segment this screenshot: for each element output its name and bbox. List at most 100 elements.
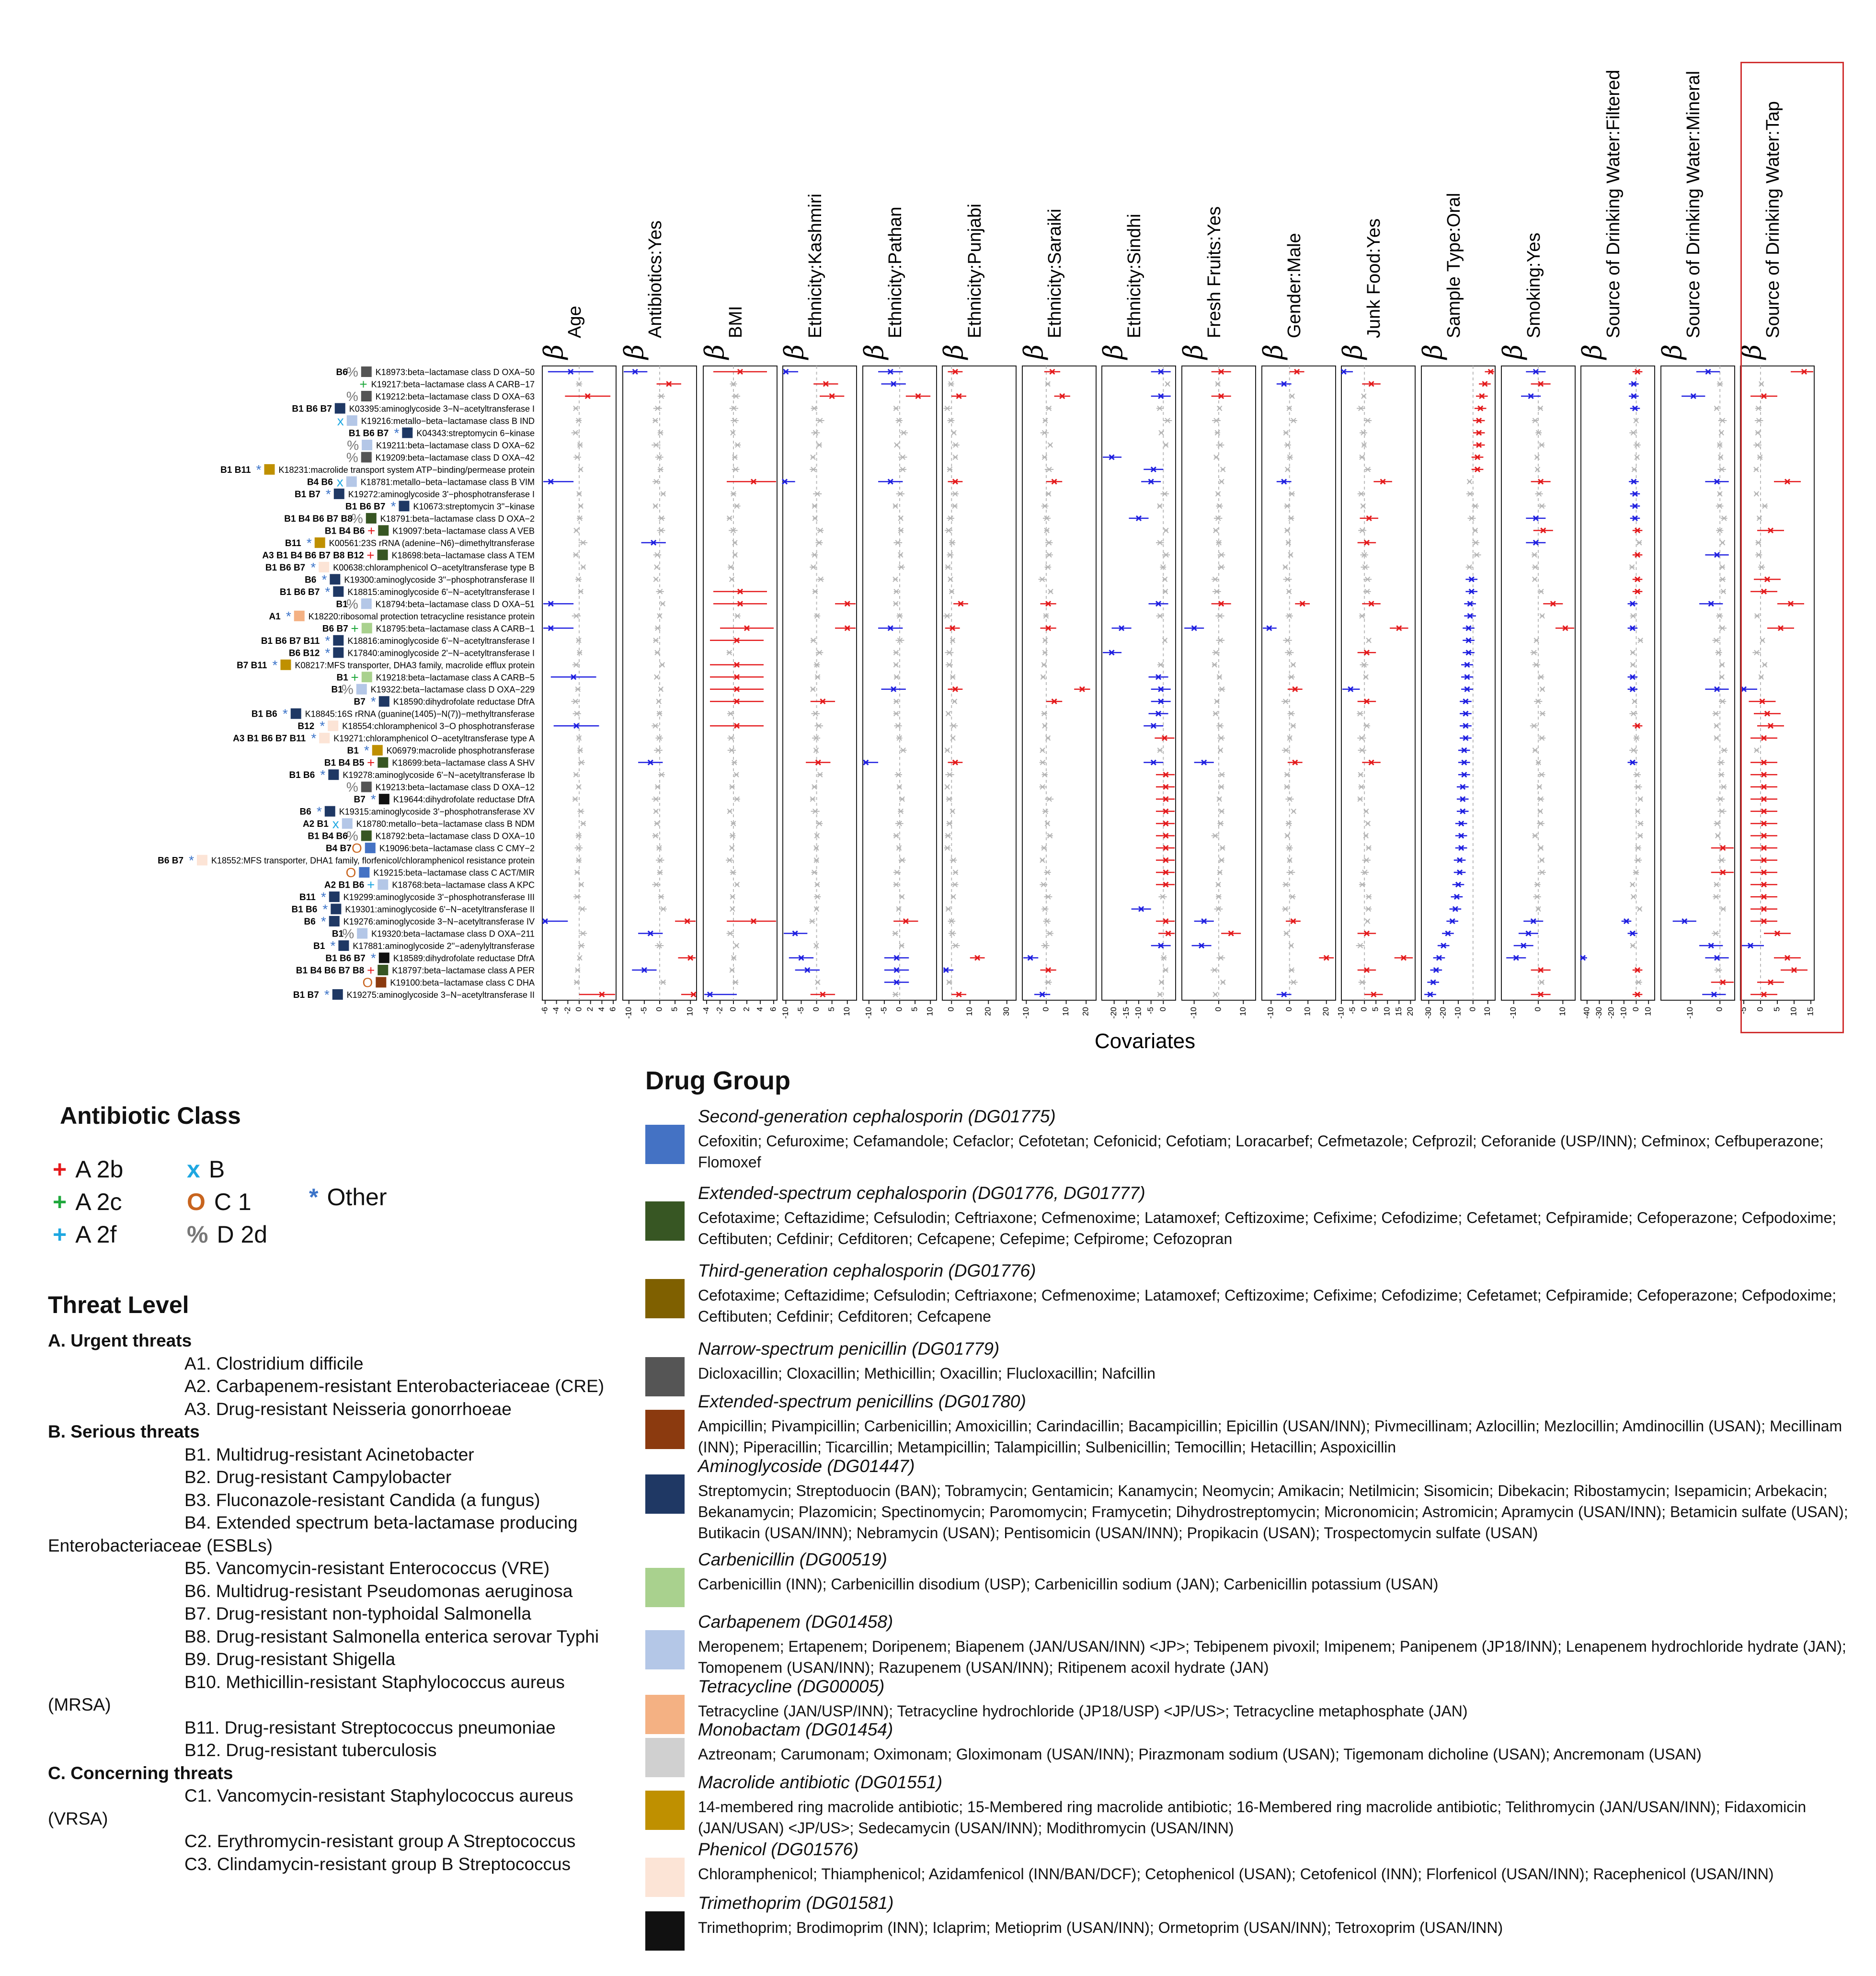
- drug-group-swatch: [331, 903, 342, 914]
- data-point: [577, 747, 583, 753]
- tick-label: 5: [1772, 1007, 1781, 1011]
- data-point: [813, 857, 819, 863]
- data-point: [1155, 601, 1162, 607]
- data-point: [580, 930, 586, 937]
- data-point: [579, 759, 584, 765]
- data-point: [1218, 601, 1224, 607]
- data-point: [946, 796, 952, 802]
- drug-group-swatch: [357, 928, 368, 939]
- data-point: [573, 405, 579, 411]
- data-point: [948, 381, 954, 387]
- data-point: [1458, 833, 1464, 839]
- data-point: [1216, 540, 1222, 546]
- data-point: [1044, 527, 1050, 534]
- drug-group-name: Monobactam (DG01454): [698, 1720, 893, 1739]
- data-point: [844, 601, 850, 607]
- data-point: [1046, 467, 1052, 472]
- data-point: [1282, 906, 1288, 912]
- data-point: [893, 662, 899, 668]
- data-point: [811, 467, 816, 472]
- data-point: [1284, 833, 1290, 839]
- data-point: [814, 491, 820, 497]
- data-point: [733, 686, 740, 692]
- tick-label: 10: [1483, 1007, 1492, 1016]
- data-point: [656, 711, 663, 717]
- tick-label: -6: [540, 1007, 549, 1014]
- antibiotic-class-symbol: +: [53, 1221, 67, 1248]
- gene-label: K18791:beta−lactamase class D OXA−2: [380, 514, 535, 524]
- data-point: [576, 857, 582, 863]
- data-point: [1720, 576, 1726, 583]
- antibiotic-class-symbol: +: [367, 878, 375, 892]
- data-point: [1363, 857, 1369, 863]
- data-point: [1756, 552, 1762, 558]
- x-axis-title: Covariates: [1095, 1029, 1195, 1053]
- data-point: [1290, 918, 1296, 925]
- data-point: [1291, 979, 1296, 985]
- data-point: [1291, 418, 1296, 423]
- data-point: [1290, 723, 1296, 729]
- data-point: [1562, 625, 1568, 631]
- data-point: [1755, 405, 1762, 411]
- gene-row: K08217:MFS transporter, DHA3 family, mac…: [237, 658, 535, 673]
- data-point: [952, 503, 958, 509]
- data-point: [1714, 479, 1720, 485]
- data-point: [1445, 930, 1451, 937]
- drug-group-swatch: [361, 598, 372, 609]
- data-point: [894, 869, 900, 875]
- tick-label: -20: [1109, 1007, 1118, 1019]
- data-point: [1359, 979, 1365, 985]
- data-point: [1436, 955, 1442, 961]
- threat-level-tag: B7: [354, 697, 366, 707]
- data-point: [1467, 601, 1473, 607]
- tick-label: 10: [1061, 1007, 1070, 1016]
- tick-label: 20: [1321, 1007, 1330, 1016]
- data-point: [690, 991, 697, 998]
- antibiotic-class-symbol: *: [330, 938, 335, 953]
- drug-group-swatch: [346, 476, 357, 487]
- data-point: [1719, 625, 1726, 631]
- data-point: [1215, 491, 1221, 497]
- data-point: [651, 539, 657, 546]
- data-point: [899, 894, 905, 900]
- drug-group-swatch: [342, 818, 353, 829]
- gene-row: K18797:beta−lactamase class A PER +B1 B4 …: [296, 963, 535, 978]
- data-point: [653, 442, 659, 448]
- antibiotic-class-symbol: *: [321, 914, 326, 929]
- drug-group-name: Extended-spectrum cephalosporin (DG01776…: [698, 1183, 1145, 1203]
- data-point: [1213, 650, 1219, 655]
- data-point: [1634, 442, 1640, 448]
- data-point: [657, 467, 663, 472]
- data-point: [1550, 601, 1556, 607]
- data-point: [1718, 759, 1724, 765]
- threat-level-tag: B6: [336, 367, 348, 377]
- data-point: [654, 674, 660, 680]
- data-point: [896, 735, 902, 741]
- data-point: [950, 857, 956, 863]
- data-point: [892, 930, 898, 937]
- data-point: [1720, 869, 1726, 876]
- data-point: [1539, 503, 1545, 509]
- gene-row: K18780:metallo−beta−lactamase class B ND…: [303, 816, 535, 831]
- data-point: [813, 735, 819, 741]
- gene-row: K19276:aminoglycoside 3−N−acetyltransfer…: [304, 914, 535, 929]
- tick-label: -30: [1424, 1007, 1433, 1019]
- drug-group-members: Cefoxitin; Cefuroxime; Cefamandole; Cefa…: [698, 1132, 1824, 1171]
- antibiotic-class-symbol: *: [371, 792, 376, 807]
- drug-group-members: Cefotaxime; Ceftazidime; Cefsulodin; Cef…: [698, 1209, 1837, 1247]
- data-point: [1463, 710, 1469, 717]
- data-point: [1163, 784, 1169, 790]
- threat-level-item: A3. Drug-resistant Neisseria gonorrhoeae: [184, 1399, 512, 1419]
- data-point: [813, 845, 819, 851]
- drug-group-name: Aminoglycoside (DG01447): [698, 1456, 915, 1476]
- antibiotic-class-symbol: x: [337, 474, 343, 489]
- data-point: [1042, 638, 1048, 643]
- antibiotic-class-symbol: +: [351, 670, 358, 685]
- data-point: [1464, 662, 1470, 668]
- gene-label: K18973:beta−lactamase class D OXA−50: [376, 367, 535, 377]
- data-point: [816, 650, 823, 655]
- data-point: [1635, 784, 1641, 790]
- data-point: [1708, 942, 1714, 949]
- data-point: [1636, 540, 1642, 546]
- data-point: [892, 576, 898, 583]
